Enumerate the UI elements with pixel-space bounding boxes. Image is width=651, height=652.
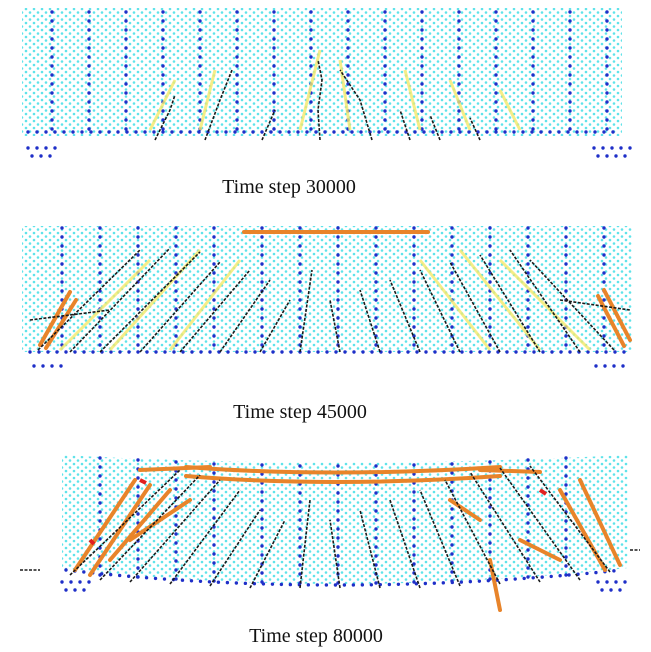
support [60,580,628,592]
crack [20,465,640,589]
shear-band [73,478,622,612]
compression-crush [138,465,542,484]
crack [29,247,631,353]
panel-2: Time step 45000 [22,226,632,423]
failure-point [88,478,548,546]
damage-zone [148,49,522,131]
beam-particles [62,455,628,584]
damage-zone [58,248,592,352]
reinforcement [64,456,624,590]
caption: Time step 80000 [249,625,383,647]
shear-band [38,288,632,350]
beam-particles [22,226,632,352]
support [26,146,638,158]
panel-3: Time step 80000 [20,455,640,647]
crack [154,59,481,141]
caption: Time step 30000 [222,176,356,198]
beam-particles [22,8,622,136]
panel-1: Time step 30000 [22,8,638,198]
caption: Time step 45000 [233,401,367,423]
